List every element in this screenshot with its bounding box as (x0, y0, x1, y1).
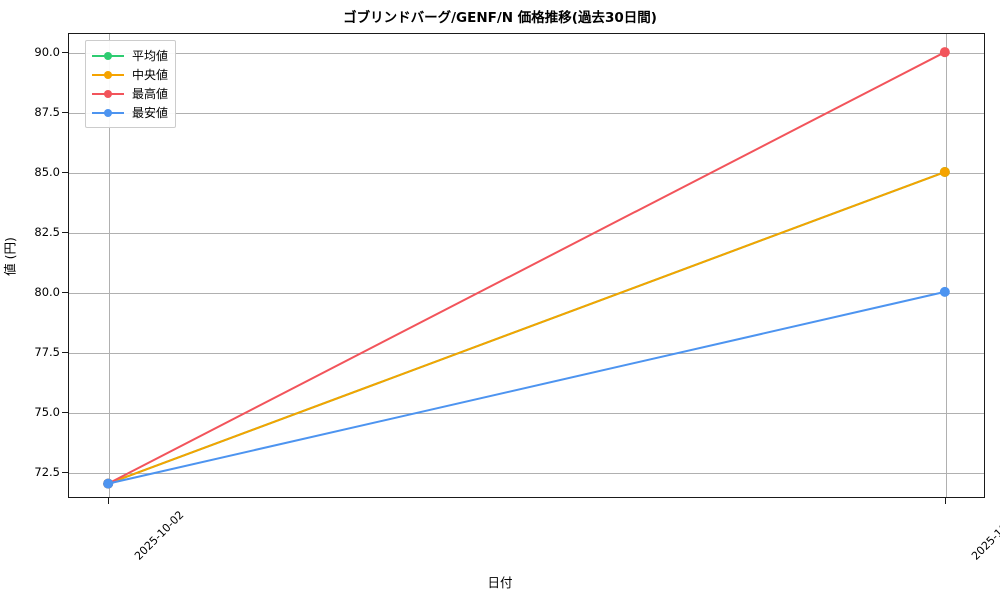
legend-label: 最高値 (132, 86, 169, 101)
y-tick-label: 75.0 (34, 404, 60, 419)
legend-marker-icon (104, 89, 112, 98)
y-tick-label: 80.0 (34, 284, 60, 299)
y-tick-label: 82.5 (34, 224, 60, 239)
x-tick-mark (944, 498, 946, 504)
legend-swatch-icon (92, 87, 124, 101)
legend-label: 最安値 (132, 105, 169, 120)
y-tick-mark (62, 112, 68, 114)
gridline-horizontal (69, 352, 984, 354)
gridline-horizontal (69, 472, 984, 474)
y-tick-mark (62, 351, 68, 353)
y-tick-mark (62, 411, 68, 413)
gridline-horizontal (69, 412, 984, 414)
x-tick-label: 2025-10-03 (968, 508, 1000, 563)
legend-label: 中央値 (132, 67, 169, 82)
y-tick-label: 85.0 (34, 165, 60, 180)
legend-swatch-icon (92, 68, 124, 82)
gridline-horizontal (69, 53, 984, 55)
gridline-horizontal (69, 113, 984, 115)
y-tick-mark (62, 291, 68, 293)
legend-item-平均値[interactable]: 平均値 (92, 46, 168, 65)
legend-swatch-icon (92, 106, 124, 120)
y-tick-label: 90.0 (34, 45, 60, 60)
x-axis-title: 日付 (487, 575, 513, 590)
y-tick-label: 72.5 (34, 464, 60, 479)
legend-marker-icon (104, 108, 112, 117)
legend-marker-icon (104, 70, 112, 79)
gridline-horizontal (69, 232, 984, 234)
plot-area (68, 33, 985, 498)
y-tick-label: 87.5 (34, 105, 60, 120)
legend-marker-icon (104, 51, 112, 60)
x-tick-label: 2025-10-02 (132, 508, 187, 563)
chart-legend: 平均値中央値最高値最安値 (85, 40, 177, 128)
legend-swatch-icon (92, 49, 124, 63)
gridline-horizontal (69, 173, 984, 175)
gridline-vertical (945, 34, 947, 497)
y-tick-mark (62, 471, 68, 473)
y-tick-mark (62, 231, 68, 233)
y-tick-label: 77.5 (34, 344, 60, 359)
legend-label: 平均値 (132, 48, 169, 63)
x-tick-mark (108, 498, 110, 504)
y-tick-mark (62, 172, 68, 174)
gridline-horizontal (69, 292, 984, 294)
legend-item-最高値[interactable]: 最高値 (92, 84, 168, 103)
legend-item-最安値[interactable]: 最安値 (92, 103, 168, 122)
legend-item-中央値[interactable]: 中央値 (92, 65, 168, 84)
y-tick-mark (62, 52, 68, 54)
chart-title: ゴブリンドバーグ/GENF/N 価格推移(過去30日間) (343, 10, 657, 26)
